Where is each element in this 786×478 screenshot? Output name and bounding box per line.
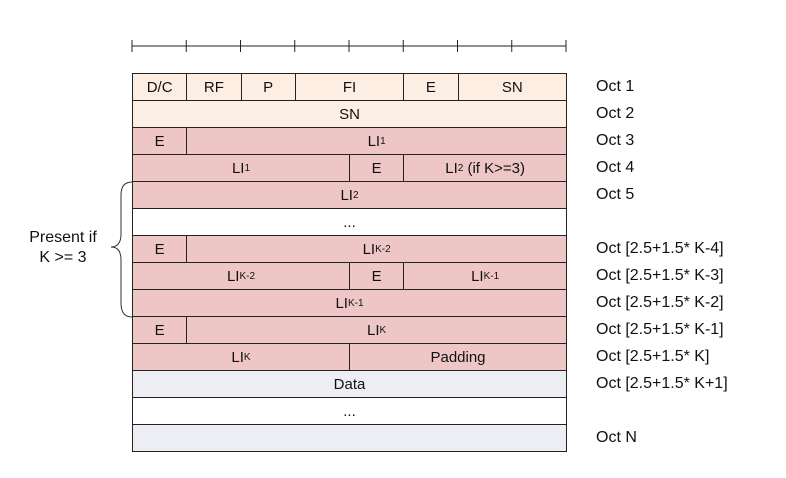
field-cell: E xyxy=(132,235,188,263)
field-subscript: K xyxy=(243,351,251,363)
field-label: LI xyxy=(362,240,376,258)
field-label: E xyxy=(154,321,165,339)
bit-ruler xyxy=(131,40,567,52)
field-cell: Padding xyxy=(349,343,567,371)
octet-label: Oct [2.5+1.5* K-3] xyxy=(596,267,724,284)
field-cell: LI K-1 xyxy=(132,289,567,317)
field-subscript: 1 xyxy=(244,162,251,174)
field-label: LI xyxy=(231,159,245,177)
side-note-line1: Present if xyxy=(29,229,97,246)
field-cell: LI K-1 xyxy=(403,262,567,290)
octet-label: Oct 3 xyxy=(596,132,635,149)
field-label: LI xyxy=(367,132,381,150)
field-subscript: 2 xyxy=(457,162,464,174)
field-subscript: K-2 xyxy=(375,243,391,255)
octet-label: Oct 1 xyxy=(596,78,635,95)
field-cell: LI 1 xyxy=(132,154,350,182)
field-label: E xyxy=(154,240,165,258)
field-label: LI xyxy=(367,321,380,339)
side-note-line2: K >= 3 xyxy=(39,249,87,266)
field-subscript: K-1 xyxy=(483,270,500,282)
field-cell: ... xyxy=(132,397,567,425)
field-subscript: K-2 xyxy=(239,270,256,282)
field-label: LI xyxy=(471,267,484,285)
field-subscript: 2 xyxy=(352,189,359,201)
field-label: LI xyxy=(226,267,240,285)
field-cell: LI 2 (if K>=3) xyxy=(403,154,567,182)
field-label: E xyxy=(371,267,382,285)
field-label: E xyxy=(425,78,436,96)
field-label: ... xyxy=(343,213,356,231)
octet-label: Oct N xyxy=(596,429,637,446)
side-note: Present if K >= 3 xyxy=(14,228,112,268)
field-subscript: K-1 xyxy=(347,297,364,309)
octet-label: Oct 5 xyxy=(596,186,635,203)
octet-label: Oct [2.5+1.5* K-2] xyxy=(596,294,724,311)
field-cell: LI K xyxy=(132,343,350,371)
field-cell xyxy=(132,424,567,452)
field-cell: LI 1 xyxy=(186,127,567,155)
field-label: Padding xyxy=(430,348,486,366)
octet-label: Oct [2.5+1.5* K+1] xyxy=(596,375,728,392)
octet-label: Oct 2 xyxy=(596,105,635,122)
field-label: FI xyxy=(342,78,357,96)
field-label: SN xyxy=(339,105,360,123)
field-label: LI xyxy=(445,159,458,177)
field-cell: E xyxy=(403,73,459,101)
field-cell: Data xyxy=(132,370,567,398)
field-subscript: 1 xyxy=(380,135,386,147)
field-label: RF xyxy=(203,78,224,96)
field-cell: FI xyxy=(294,73,405,101)
field-cell: LI K-2 xyxy=(186,235,567,263)
field-cell: RF xyxy=(186,73,242,101)
field-label: LI xyxy=(340,186,353,204)
field-label: ... xyxy=(343,402,356,420)
field-label: LI xyxy=(335,294,348,312)
field-cell: E xyxy=(132,316,188,344)
field-cell: D/C xyxy=(132,73,188,101)
field-label: Data xyxy=(333,375,366,393)
field-cell: E xyxy=(132,127,188,155)
field-label: P xyxy=(263,78,274,96)
field-label: E xyxy=(154,132,165,150)
field-cell: LI K-2 xyxy=(132,262,350,290)
field-cell: P xyxy=(240,73,296,101)
field-cell: LI K xyxy=(186,316,567,344)
field-label: D/C xyxy=(146,78,173,96)
octet-label: Oct [2.5+1.5* K-1] xyxy=(596,321,724,338)
octet-label: Oct 4 xyxy=(596,159,635,176)
field-cell: SN xyxy=(457,73,567,101)
octet-label: Oct [2.5+1.5* K-4] xyxy=(596,240,724,257)
field-cell: LI 2 xyxy=(132,181,567,209)
field-subscript: K xyxy=(379,324,387,336)
field-suffix: (if K>=3) xyxy=(463,159,526,177)
field-label: E xyxy=(371,159,382,177)
field-cell: E xyxy=(349,262,405,290)
field-cell: ... xyxy=(132,208,567,236)
field-cell: E xyxy=(349,154,405,182)
field-label: SN xyxy=(501,78,523,96)
octet-label: Oct [2.5+1.5* K] xyxy=(596,348,710,365)
field-cell: SN xyxy=(132,100,567,128)
field-label: LI xyxy=(231,348,244,366)
